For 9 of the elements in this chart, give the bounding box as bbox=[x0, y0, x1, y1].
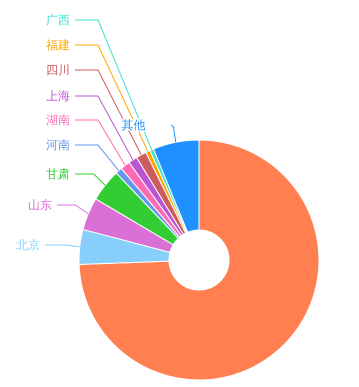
slice-label: 甘肃 bbox=[46, 167, 70, 181]
slice-label: 上海 bbox=[46, 89, 70, 103]
slice-label: 湖南 bbox=[46, 113, 70, 127]
slice-label: 河南 bbox=[46, 138, 70, 152]
slice-label: 广西 bbox=[46, 13, 70, 27]
slice-label: 福建 bbox=[46, 38, 70, 52]
slice-label: 北京 bbox=[16, 238, 40, 252]
slice-label: 山东 bbox=[28, 198, 52, 212]
slice-label: 四川 bbox=[46, 63, 70, 77]
